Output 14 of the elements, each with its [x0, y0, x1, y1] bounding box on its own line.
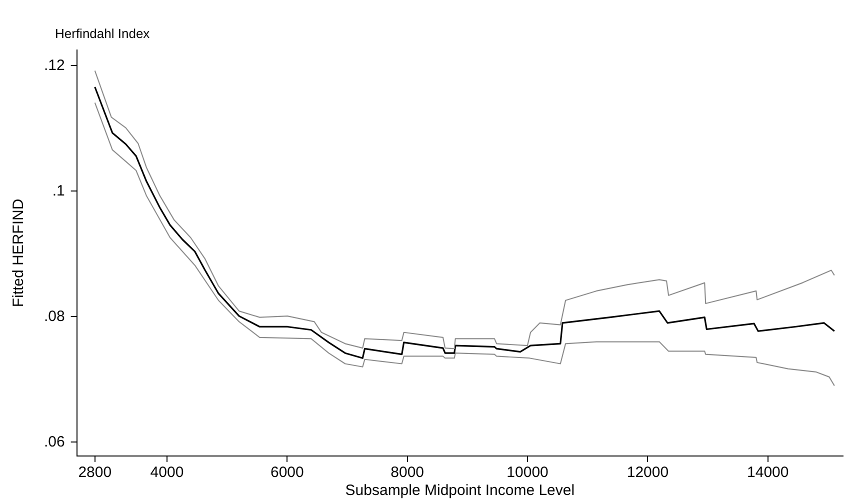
y-axis-title: Fitted HERFIND	[10, 198, 28, 308]
x-tick-label: 6000	[270, 464, 304, 482]
x-tick-label: 2800	[78, 464, 112, 482]
y-tick-label: .06	[44, 433, 65, 450]
y-tick-label: .12	[44, 56, 65, 74]
x-tick-label: 4000	[150, 464, 184, 482]
x-tick-label: 8000	[390, 464, 424, 482]
y-tick-label: .1	[52, 182, 65, 200]
x-tick-label: 10000	[506, 464, 548, 482]
x-axis-title: Subsample Midpoint Income Level	[345, 482, 575, 500]
x-tick-label: 12000	[626, 464, 669, 482]
y-tick-label: .08	[44, 308, 65, 325]
x-tick-label: 14000	[747, 464, 789, 482]
chart-title: Herfindahl Index	[55, 26, 150, 41]
